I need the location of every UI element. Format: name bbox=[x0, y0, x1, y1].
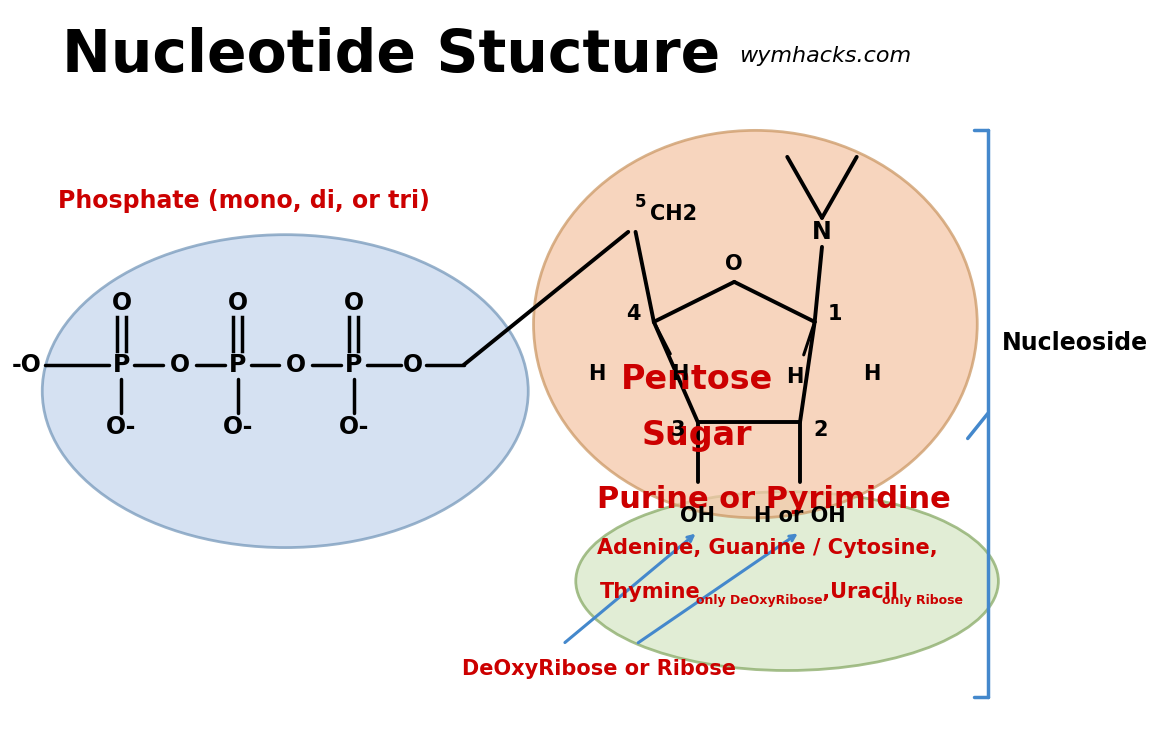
Ellipse shape bbox=[534, 130, 977, 518]
Text: Phosphate (mono, di, or tri): Phosphate (mono, di, or tri) bbox=[58, 189, 430, 213]
Text: CH2: CH2 bbox=[651, 204, 697, 224]
Text: O: O bbox=[170, 353, 190, 377]
Text: O: O bbox=[286, 353, 306, 377]
Text: 3: 3 bbox=[670, 420, 684, 440]
Text: H: H bbox=[588, 364, 606, 384]
Text: only DeOxyRibose: only DeOxyRibose bbox=[696, 594, 823, 606]
Text: Pentose: Pentose bbox=[621, 364, 773, 396]
Text: P: P bbox=[113, 353, 131, 377]
Ellipse shape bbox=[43, 235, 528, 548]
Text: DeOxyRibose or Ribose: DeOxyRibose or Ribose bbox=[462, 659, 736, 679]
Text: N: N bbox=[813, 220, 832, 244]
Text: Sugar: Sugar bbox=[642, 419, 753, 452]
Text: Thymine: Thymine bbox=[600, 583, 701, 602]
Text: Nucleotide Stucture: Nucleotide Stucture bbox=[61, 28, 720, 84]
Text: H: H bbox=[862, 364, 880, 384]
Text: O: O bbox=[111, 291, 132, 315]
Text: ,Uracil: ,Uracil bbox=[815, 583, 898, 602]
Text: 5: 5 bbox=[635, 193, 646, 211]
Text: O: O bbox=[403, 353, 423, 377]
Text: O: O bbox=[726, 254, 743, 274]
Text: wymhacks.com: wymhacks.com bbox=[740, 46, 912, 66]
Text: Nucleoside: Nucleoside bbox=[1001, 331, 1148, 355]
Text: O-: O- bbox=[106, 415, 136, 439]
Text: P: P bbox=[229, 353, 246, 377]
Text: Purine or Pyrimidine: Purine or Pyrimidine bbox=[596, 485, 950, 513]
Text: P: P bbox=[346, 353, 363, 377]
Text: only Ribose: only Ribose bbox=[882, 594, 963, 606]
Ellipse shape bbox=[576, 492, 999, 670]
Text: 1: 1 bbox=[828, 304, 842, 324]
Text: -O: -O bbox=[12, 353, 42, 377]
Text: 4: 4 bbox=[627, 304, 640, 324]
Text: O-: O- bbox=[222, 415, 253, 439]
Text: OH: OH bbox=[680, 506, 716, 526]
Text: O: O bbox=[228, 291, 247, 315]
Text: O: O bbox=[343, 291, 364, 315]
Text: Adenine, Guanine / Cytosine,: Adenine, Guanine / Cytosine, bbox=[596, 538, 938, 557]
Text: H or OH: H or OH bbox=[754, 506, 846, 526]
Text: O-: O- bbox=[339, 415, 369, 439]
Text: H: H bbox=[670, 364, 688, 384]
Text: 2: 2 bbox=[813, 420, 828, 440]
Text: H: H bbox=[786, 367, 803, 387]
